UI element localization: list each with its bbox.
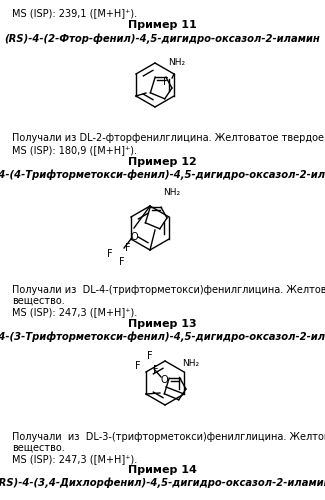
Text: F: F	[153, 365, 159, 375]
Text: F: F	[163, 77, 169, 87]
Text: O: O	[160, 375, 168, 385]
Text: O: O	[130, 232, 138, 242]
Text: Пример 11: Пример 11	[128, 20, 196, 30]
Text: Пример 12: Пример 12	[128, 157, 196, 167]
Text: NH₂: NH₂	[182, 359, 199, 368]
Text: Получали  из  DL-3-(трифторметокси)фенилглицина. Желтоватое твердое: Получали из DL-3-(трифторметокси)фенилгл…	[12, 432, 325, 442]
Text: MS (ISP): 239,1 ([M+H]⁺).: MS (ISP): 239,1 ([M+H]⁺).	[12, 8, 137, 18]
Text: F: F	[147, 351, 153, 361]
Text: NH₂: NH₂	[163, 188, 180, 197]
Text: Получали из  DL-4-(трифторметокси)фенилглицина. Желтоватое твердое: Получали из DL-4-(трифторметокси)фенилгл…	[12, 285, 325, 295]
Text: F: F	[107, 249, 113, 259]
Text: Пример 14: Пример 14	[127, 465, 196, 475]
Text: (RS)-4-(3,4-Дихлорфенил)-4,5-дигидро-оксазол-2-иламин: (RS)-4-(3,4-Дихлорфенил)-4,5-дигидро-окс…	[0, 477, 325, 488]
Text: вещество.: вещество.	[12, 443, 65, 453]
Text: F: F	[119, 257, 125, 267]
Text: MS (ISP): 180,9 ([M+H]⁺).: MS (ISP): 180,9 ([M+H]⁺).	[12, 145, 137, 155]
Text: F: F	[135, 361, 141, 371]
Text: MS (ISP): 247,3 ([M+H]⁺).: MS (ISP): 247,3 ([M+H]⁺).	[12, 307, 137, 317]
Text: Пример 13: Пример 13	[128, 319, 196, 329]
Text: (RS)-4-(4-Трифторметокси-фенил)-4,5-дигидро-оксазол-2-иламин: (RS)-4-(4-Трифторметокси-фенил)-4,5-диги…	[0, 169, 325, 179]
Text: Получали из DL-2-фторфенилглицина. Желтоватое твердое вещество.: Получали из DL-2-фторфенилглицина. Желто…	[12, 133, 325, 143]
Text: F: F	[125, 243, 131, 253]
Text: вещество.: вещество.	[12, 296, 65, 306]
Text: (RS)-4-(3-Трифторметокси-фенил)-4,5-дигидро-оксазол-2-иламин: (RS)-4-(3-Трифторметокси-фенил)-4,5-диги…	[0, 331, 325, 342]
Text: (RS)-4-(2-Фтор-фенил)-4,5-дигидро-оксазол-2-иламин: (RS)-4-(2-Фтор-фенил)-4,5-дигидро-оксазо…	[4, 33, 320, 43]
Text: NH₂: NH₂	[168, 58, 185, 67]
Text: MS (ISP): 247,3 ([M+H]⁺).: MS (ISP): 247,3 ([M+H]⁺).	[12, 454, 137, 464]
